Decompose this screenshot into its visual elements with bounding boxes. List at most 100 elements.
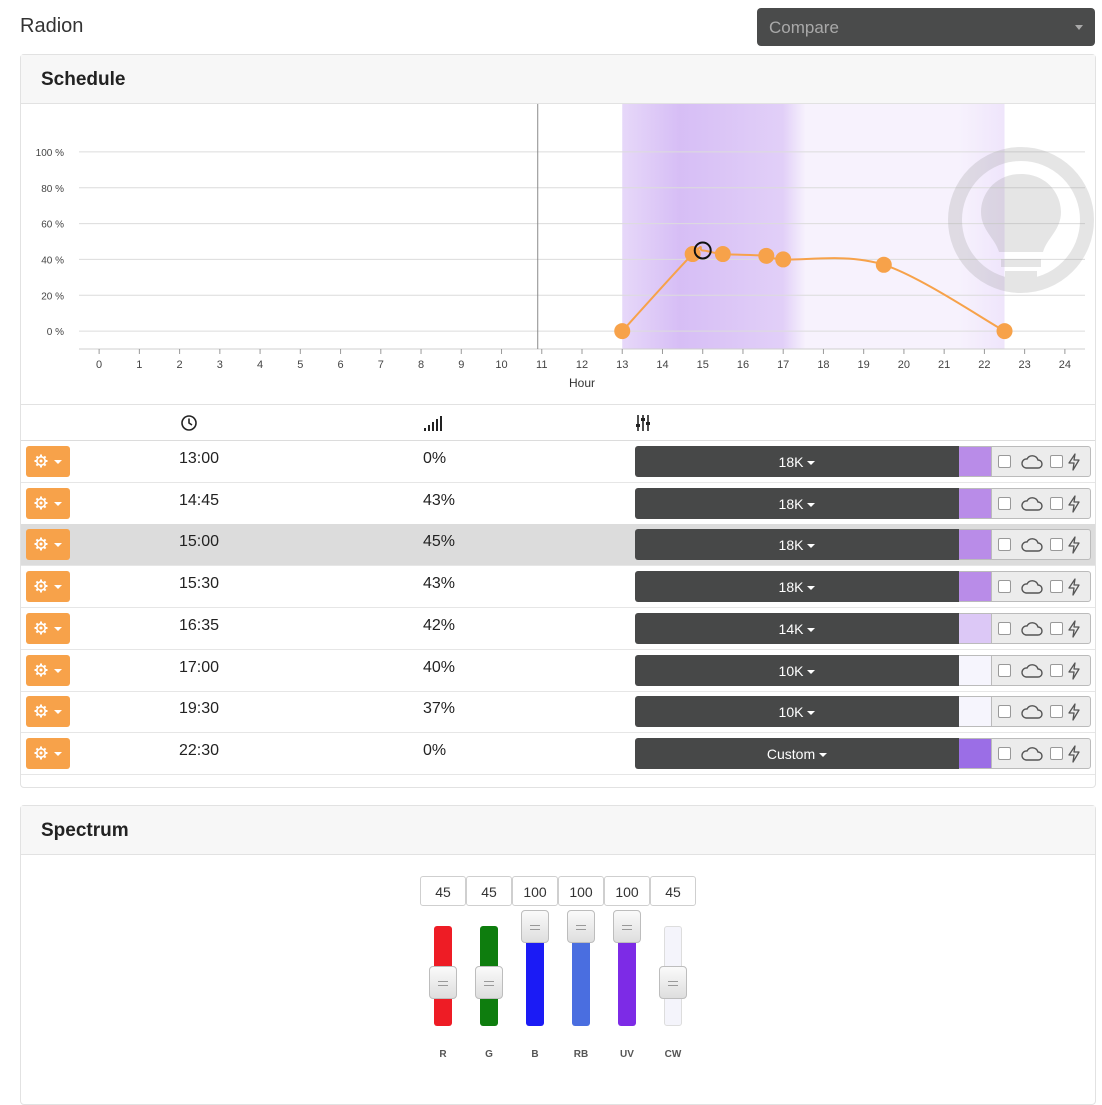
row-options (991, 487, 1091, 519)
row-preset-dropdown[interactable]: 18K (635, 446, 959, 477)
schedule-point[interactable] (758, 247, 775, 264)
channel-slider-track[interactable] (572, 926, 590, 1026)
row-settings-button[interactable] (26, 446, 70, 477)
cloud-checkbox[interactable] (998, 580, 1011, 594)
row-time: 16:35 (179, 616, 220, 634)
row-settings-button[interactable] (26, 737, 70, 769)
lightning-checkbox[interactable] (1050, 746, 1063, 760)
gear-icon (34, 746, 48, 760)
lightning-checkbox[interactable] (1050, 455, 1063, 468)
schedule-point[interactable] (684, 246, 701, 263)
lightning-checkbox[interactable] (1050, 580, 1063, 594)
schedule-chart-svg[interactable]: 0 %20 %40 %60 %80 %100 % 0 1 2 3 4 5 6 7 8 9 10 11 1… (21, 104, 1095, 404)
x-axis-label: Hour (569, 376, 595, 390)
chevron-down-icon (807, 502, 816, 507)
y-tick-label: 80 % (41, 184, 64, 195)
x-tick-label: 2 (177, 359, 183, 371)
channel-value-input[interactable]: 100 (512, 876, 558, 906)
channel-value-input[interactable]: 45 (466, 876, 512, 906)
schedule-row[interactable]: 19:30 37% 10K (21, 691, 1095, 734)
compare-select[interactable]: Compare (757, 8, 1095, 46)
x-tick-label: 0 (96, 359, 102, 371)
row-preset-dropdown[interactable]: 18K (635, 529, 959, 561)
row-options (991, 571, 1091, 603)
lightning-checkbox[interactable] (1050, 663, 1063, 677)
schedule-chart[interactable]: 0 % 20 % 40 % 60 % 80 % 100 % 0 1 2 3 4 5 6 7 8 9 10 11 1… (21, 104, 1095, 404)
row-intensity: 43% (423, 491, 456, 509)
channel-value-input[interactable]: 100 (558, 876, 604, 906)
channel-value-input[interactable]: 45 (650, 876, 696, 906)
spectrum-title: Spectrum (21, 806, 1095, 855)
chevron-down-icon (54, 543, 62, 548)
schedule-point[interactable] (996, 323, 1013, 340)
schedule-point[interactable] (614, 323, 631, 340)
row-intensity: 40% (423, 658, 456, 676)
schedule-row[interactable]: 16:35 42% 14K (21, 608, 1095, 650)
row-color-swatch (959, 529, 991, 561)
channel-slider-track[interactable] (526, 926, 544, 1026)
row-preset-dropdown[interactable]: 18K (635, 487, 959, 519)
cloud-icon (1021, 621, 1043, 636)
row-preset-dropdown[interactable]: 14K (635, 612, 959, 644)
row-settings-button[interactable] (26, 696, 70, 728)
cloud-checkbox[interactable] (998, 705, 1011, 719)
row-color-swatch (959, 696, 991, 728)
row-settings-button[interactable] (26, 654, 70, 686)
row-preset-dropdown[interactable]: 18K (635, 571, 959, 603)
row-settings-button[interactable] (26, 571, 70, 603)
cloud-checkbox[interactable] (998, 455, 1011, 468)
channel-value-input[interactable]: 45 (420, 876, 466, 906)
schedule-row[interactable]: 15:30 43% 18K (21, 566, 1095, 609)
cloud-checkbox[interactable] (998, 538, 1011, 552)
schedule-row[interactable]: 15:00 45% 18K (21, 524, 1095, 567)
row-intensity: 43% (423, 575, 456, 593)
channel-slider-handle[interactable] (659, 966, 687, 999)
cloud-checkbox[interactable] (998, 496, 1011, 510)
schedule-point[interactable] (775, 251, 792, 268)
row-time: 13:00 (179, 450, 220, 467)
schedule-row[interactable]: 17:00 40% 10K (21, 650, 1095, 692)
schedule-row[interactable]: 22:30 0% Custom (21, 733, 1095, 775)
row-settings-button[interactable] (26, 529, 70, 561)
schedule-point-selected[interactable] (693, 241, 712, 260)
x-tick-label: 1 (136, 359, 142, 371)
row-preset-dropdown[interactable]: 10K (635, 654, 959, 686)
channel-slider-handle[interactable] (475, 966, 503, 999)
lightning-checkbox[interactable] (1050, 538, 1063, 552)
row-color-swatch (959, 487, 991, 519)
cloud-checkbox[interactable] (998, 621, 1011, 635)
lightning-checkbox[interactable] (1050, 705, 1063, 719)
cloud-checkbox[interactable] (998, 663, 1011, 677)
chart-grid (79, 151, 1085, 350)
cloud-icon (1021, 747, 1043, 761)
channel-slider-handle[interactable] (521, 910, 549, 943)
gear-icon (34, 454, 48, 468)
chevron-down-icon (54, 460, 62, 464)
lightning-checkbox[interactable] (1050, 496, 1063, 510)
channel-value-input[interactable]: 100 (604, 876, 650, 906)
schedule-row[interactable]: 14:45 43% 18K (21, 483, 1095, 525)
chevron-down-icon (54, 626, 62, 631)
row-preset-label: 10K (778, 662, 804, 679)
channel-slider-handle[interactable] (613, 910, 641, 943)
row-preset-dropdown[interactable]: 10K (635, 696, 959, 728)
row-settings-button[interactable] (26, 612, 70, 644)
row-settings-button[interactable] (26, 487, 70, 519)
row-color-swatch (959, 654, 991, 686)
chevron-down-icon (54, 668, 62, 673)
schedule-point[interactable] (714, 246, 731, 263)
row-preset-dropdown[interactable]: Custom (635, 737, 959, 769)
x-tick-label: 4 (257, 359, 263, 371)
x-tick-label: 7 (378, 359, 384, 371)
channel-slider-handle[interactable] (429, 966, 457, 999)
y-axis: 0 % 20 % 40 % 60 % 80 % 100 % (36, 148, 64, 338)
y-tick-label: 60 % (41, 220, 64, 231)
channel-slider-handle[interactable] (567, 910, 595, 943)
channel-slider-track[interactable] (618, 926, 636, 1026)
lightning-checkbox[interactable] (1050, 621, 1063, 635)
chevron-down-icon (807, 544, 816, 549)
schedule-point[interactable] (875, 256, 892, 273)
schedule-row[interactable]: 13:00 0% 18K (21, 441, 1095, 483)
cloud-checkbox[interactable] (998, 746, 1011, 760)
